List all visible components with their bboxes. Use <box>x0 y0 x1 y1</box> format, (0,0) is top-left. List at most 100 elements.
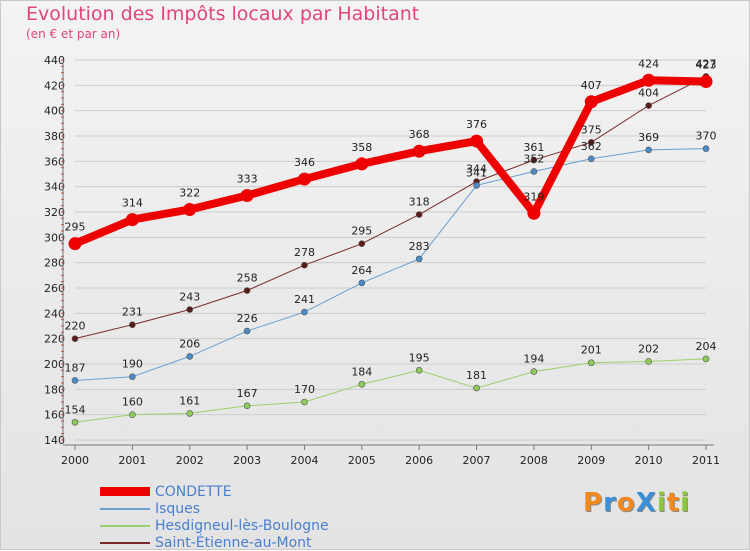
data-label: 278 <box>294 246 315 259</box>
x-tick-label: 2011 <box>692 454 720 467</box>
y-tick-label: 300 <box>44 231 65 244</box>
y-tick-label: 140 <box>44 434 65 447</box>
data-point <box>240 189 254 203</box>
data-point <box>645 358 652 365</box>
data-labels: 220 231 243 258 278 295 318 344 361 375 404 427 154 1… <box>65 57 717 416</box>
chart-subtitle: (en € et par an) <box>26 27 121 41</box>
data-point <box>415 367 423 374</box>
data-label: 376 <box>466 118 487 131</box>
data-label: 404 <box>638 87 659 100</box>
y-tick-label: 380 <box>44 130 65 143</box>
data-label: 160 <box>122 396 143 409</box>
series-layer <box>68 73 713 426</box>
y-tick-label: 260 <box>44 282 65 295</box>
legend-item: Isques <box>100 500 329 517</box>
data-label: 427 <box>696 57 717 70</box>
data-point <box>587 155 595 163</box>
x-tick-label: 2008 <box>520 454 548 467</box>
data-label: 358 <box>351 141 372 154</box>
x-tick-label: 2007 <box>463 454 491 467</box>
y-tick-label: 400 <box>44 105 65 118</box>
legend: CONDETTE Isques Hesdigneul-lès-Boulogne Sai… <box>100 483 329 551</box>
y-tick-label: 180 <box>44 383 65 396</box>
data-point <box>301 308 308 316</box>
data-label: 333 <box>237 173 258 186</box>
data-label: 202 <box>638 342 659 355</box>
data-point <box>358 279 366 287</box>
legend-label: CONDETTE <box>155 483 232 500</box>
data-point <box>183 202 197 216</box>
data-label: 241 <box>294 293 315 306</box>
data-label: 194 <box>523 353 544 366</box>
data-point <box>530 156 538 164</box>
data-point <box>186 410 194 417</box>
data-point <box>415 211 423 218</box>
data-label: 375 <box>581 123 602 136</box>
data-label: 344 <box>466 163 487 176</box>
series-line <box>71 76 710 248</box>
data-label: 264 <box>351 264 372 277</box>
x-tick-label: 2003 <box>233 454 261 467</box>
data-label: 167 <box>237 387 258 400</box>
legend-swatch <box>100 487 150 496</box>
y-tick-label: 340 <box>44 181 65 194</box>
data-point <box>473 384 480 392</box>
data-point <box>71 418 79 426</box>
data-label: 368 <box>409 128 430 141</box>
data-point <box>129 373 136 380</box>
data-point <box>129 321 136 329</box>
series-line <box>74 75 707 340</box>
chart-title: Evolution des Impôts locaux par Habitant <box>26 3 420 25</box>
data-point <box>587 139 595 146</box>
y-tick-label: 200 <box>44 358 65 371</box>
data-point <box>530 168 538 175</box>
legend-swatch <box>100 541 150 544</box>
data-label: 318 <box>409 196 430 209</box>
data-point <box>470 134 484 148</box>
data-label: 341 <box>466 166 487 179</box>
data-label: 283 <box>409 240 430 253</box>
data-label: 170 <box>294 383 315 396</box>
proxiti-logo: ProXiti <box>583 488 691 518</box>
data-label: 190 <box>122 358 143 371</box>
data-label: 206 <box>179 337 200 350</box>
data-point <box>358 240 366 247</box>
x-tick-label: 2005 <box>348 454 376 467</box>
x-tick-label: 2000 <box>61 454 89 467</box>
data-label: 352 <box>523 152 544 165</box>
legend-swatch <box>100 507 150 510</box>
data-label: 423 <box>696 59 717 72</box>
legend-swatch <box>100 524 150 527</box>
y-tick-label: 360 <box>44 155 65 168</box>
data-label: 226 <box>237 312 258 325</box>
data-label: 361 <box>523 141 544 154</box>
x-tick-label: 2004 <box>290 454 318 467</box>
data-label: 295 <box>351 225 372 238</box>
x-tick-label: 2006 <box>405 454 433 467</box>
data-label: 346 <box>294 156 315 169</box>
data-point <box>584 95 598 109</box>
data-label: 319 <box>523 190 544 203</box>
y-tick-label: 220 <box>44 333 65 346</box>
data-point <box>473 182 480 189</box>
data-point <box>186 353 194 360</box>
data-label: 201 <box>581 344 602 357</box>
data-label: 184 <box>351 365 372 378</box>
legend-item: Hesdigneul-lès-Boulogne <box>100 517 329 534</box>
data-label: 243 <box>179 291 200 304</box>
data-point <box>702 145 710 152</box>
grid <box>75 59 706 441</box>
y-tick-label: 320 <box>44 206 65 219</box>
legend-label: Isques <box>155 500 201 517</box>
data-label: 369 <box>638 131 659 144</box>
x-tick-label: 2001 <box>118 454 146 467</box>
data-point <box>699 75 713 89</box>
legend-label: Hesdigneul-lès-Boulogne <box>155 517 329 534</box>
data-point <box>186 306 194 313</box>
legend-label: Saint-Étienne-au-Mont <box>155 534 312 551</box>
data-label: 187 <box>65 361 86 374</box>
legend-item: CONDETTE <box>100 483 329 500</box>
series-line <box>74 358 707 423</box>
data-label: 195 <box>409 351 430 364</box>
